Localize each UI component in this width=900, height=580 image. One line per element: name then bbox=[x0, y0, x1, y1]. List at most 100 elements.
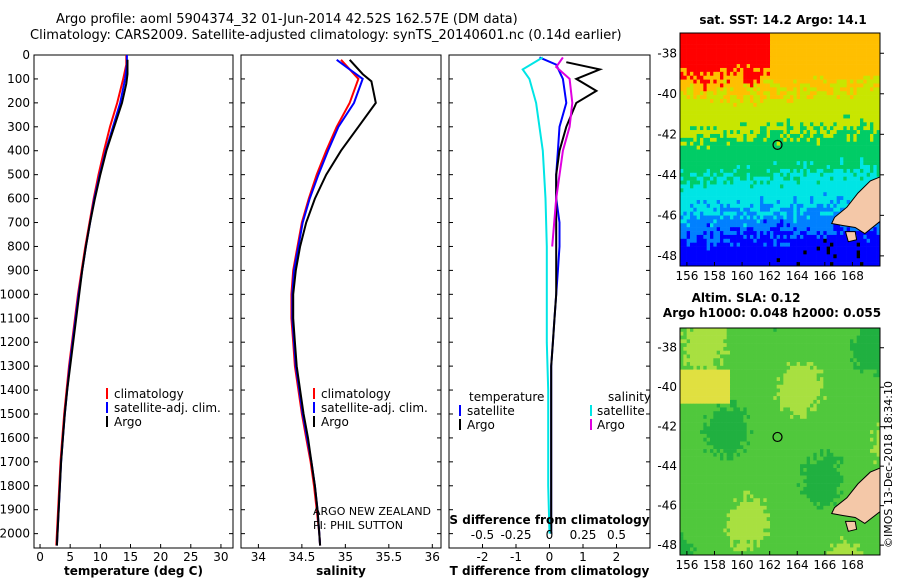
map-cell bbox=[793, 71, 797, 77]
map-cell bbox=[736, 33, 741, 38]
map-cell bbox=[763, 79, 767, 84]
map-cell bbox=[813, 168, 817, 174]
map-cell bbox=[716, 335, 721, 340]
map-cell bbox=[800, 354, 804, 359]
map-cell bbox=[856, 380, 861, 386]
map-cell bbox=[690, 126, 694, 131]
map-cell bbox=[710, 75, 714, 80]
map-cell bbox=[823, 242, 827, 247]
map-cell bbox=[830, 60, 834, 65]
map-cell bbox=[853, 118, 857, 123]
map-cell bbox=[696, 223, 701, 228]
map-cell bbox=[710, 118, 714, 123]
map-cell bbox=[683, 369, 687, 374]
map-cell bbox=[860, 354, 864, 359]
map-cell bbox=[763, 145, 767, 150]
map-cell bbox=[680, 122, 684, 127]
map-cell bbox=[696, 133, 701, 139]
map-cell bbox=[740, 362, 744, 367]
map-cell bbox=[693, 126, 697, 131]
map-cell bbox=[860, 145, 864, 150]
map-cell bbox=[876, 254, 881, 259]
map-cell bbox=[800, 335, 804, 340]
map-cell bbox=[780, 106, 784, 111]
map-cell bbox=[783, 137, 787, 143]
map-cell bbox=[736, 106, 741, 111]
map-cell bbox=[863, 384, 867, 389]
map-cell bbox=[736, 380, 741, 386]
map-cell bbox=[780, 36, 784, 42]
map-cell bbox=[763, 354, 767, 359]
map-cell bbox=[723, 157, 727, 162]
map-cell bbox=[803, 246, 807, 251]
map-cell bbox=[780, 254, 784, 259]
map-cell bbox=[700, 207, 704, 212]
map-cell bbox=[770, 83, 774, 88]
map-cell bbox=[696, 165, 701, 170]
map-cell bbox=[780, 242, 784, 247]
map-cell bbox=[750, 373, 754, 378]
map-cell bbox=[763, 168, 767, 174]
map-cell bbox=[680, 199, 684, 205]
map-cell bbox=[760, 192, 764, 197]
map-cell bbox=[703, 64, 707, 69]
map-cell bbox=[803, 48, 807, 53]
map-cell bbox=[876, 126, 881, 131]
map-cell bbox=[850, 130, 854, 135]
map-cell bbox=[770, 95, 774, 100]
map-cell bbox=[770, 122, 774, 127]
map-cell bbox=[760, 52, 764, 57]
map-cell bbox=[813, 48, 817, 53]
map-cell bbox=[693, 196, 697, 201]
map-cell bbox=[873, 137, 877, 143]
map-cell bbox=[683, 254, 687, 259]
map-cell bbox=[740, 64, 744, 69]
map-cell bbox=[690, 83, 694, 88]
map-cell bbox=[833, 203, 837, 209]
map-cell bbox=[723, 75, 727, 80]
map-cell bbox=[843, 396, 847, 401]
map-cell bbox=[726, 242, 731, 247]
map-cell bbox=[720, 192, 724, 197]
map-cell bbox=[693, 172, 697, 177]
map-cell bbox=[686, 346, 691, 351]
map-cell bbox=[796, 36, 801, 42]
map-cell bbox=[746, 67, 751, 73]
map-cell bbox=[740, 33, 744, 38]
panel-frame bbox=[448, 54, 651, 549]
map-cell bbox=[756, 215, 761, 220]
map-cell bbox=[863, 369, 867, 374]
map-cell bbox=[770, 133, 774, 139]
map-cell bbox=[756, 196, 761, 201]
map-cell bbox=[760, 36, 764, 42]
map-cell bbox=[860, 331, 864, 336]
map-cell bbox=[783, 180, 787, 185]
map-cell bbox=[760, 102, 764, 108]
map-cell bbox=[816, 44, 821, 49]
map-cell bbox=[730, 384, 734, 389]
map-cell bbox=[876, 64, 881, 69]
map-cell bbox=[746, 331, 751, 336]
map-cell bbox=[786, 133, 791, 139]
map-cell bbox=[703, 215, 707, 220]
map-cell bbox=[816, 40, 821, 45]
map-cell bbox=[733, 40, 737, 45]
map-cell bbox=[833, 40, 837, 45]
map-cell bbox=[746, 258, 751, 263]
map-cell bbox=[683, 87, 687, 92]
map-cell bbox=[736, 258, 741, 263]
map-cell bbox=[690, 358, 694, 363]
map-cell bbox=[696, 95, 701, 100]
map-cell bbox=[876, 102, 881, 108]
map-cell bbox=[773, 227, 777, 232]
map-cell bbox=[816, 118, 821, 123]
map-cell bbox=[693, 118, 697, 123]
map-cell bbox=[783, 165, 787, 170]
map-cell bbox=[870, 172, 874, 177]
map-cell bbox=[696, 234, 701, 240]
map-cell bbox=[680, 377, 684, 382]
map-cell bbox=[783, 380, 787, 386]
map-cell bbox=[760, 258, 764, 263]
map-cell bbox=[843, 60, 847, 65]
map-cell bbox=[726, 196, 731, 201]
